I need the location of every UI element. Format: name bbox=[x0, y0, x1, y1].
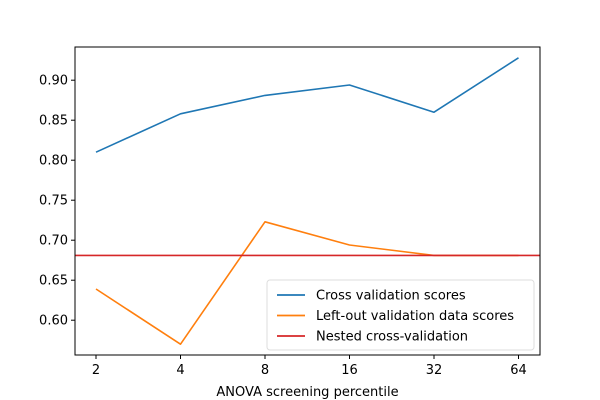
x-tick-label: 32 bbox=[426, 363, 443, 378]
y-tick-label: 0.70 bbox=[39, 234, 68, 249]
legend: Cross validation scores Left-out validati… bbox=[266, 279, 535, 351]
y-tick-label: 0.75 bbox=[39, 194, 68, 209]
legend-label: Left-out validation data scores bbox=[316, 309, 514, 324]
plot-area-frame bbox=[74, 46, 541, 356]
y-tick-label: 0.65 bbox=[39, 274, 68, 289]
series-line-1 bbox=[95, 57, 519, 153]
x-tick-label: 8 bbox=[261, 363, 269, 378]
y-tick-label: 0.90 bbox=[39, 74, 68, 89]
y-tick-label: 0.60 bbox=[39, 314, 68, 329]
legend-label: Nested cross-validation bbox=[316, 330, 468, 345]
y-tick-label: 0.80 bbox=[39, 154, 68, 169]
legend-box bbox=[266, 279, 535, 351]
x-tick-label: 16 bbox=[341, 363, 358, 378]
x-tick-label: 2 bbox=[92, 363, 100, 378]
y-axis: 0.60 0.65 0.70 0.75 0.80 0.85 0.90 bbox=[39, 74, 75, 329]
x-tick-label: 4 bbox=[176, 363, 184, 378]
y-tick-label: 0.85 bbox=[39, 114, 68, 129]
legend-label: Cross validation scores bbox=[316, 289, 466, 304]
x-tick-label: 64 bbox=[510, 363, 527, 378]
x-axis-label: ANOVA screening percentile bbox=[216, 385, 398, 400]
x-axis: 2 4 8 16 32 64 bbox=[92, 355, 527, 378]
